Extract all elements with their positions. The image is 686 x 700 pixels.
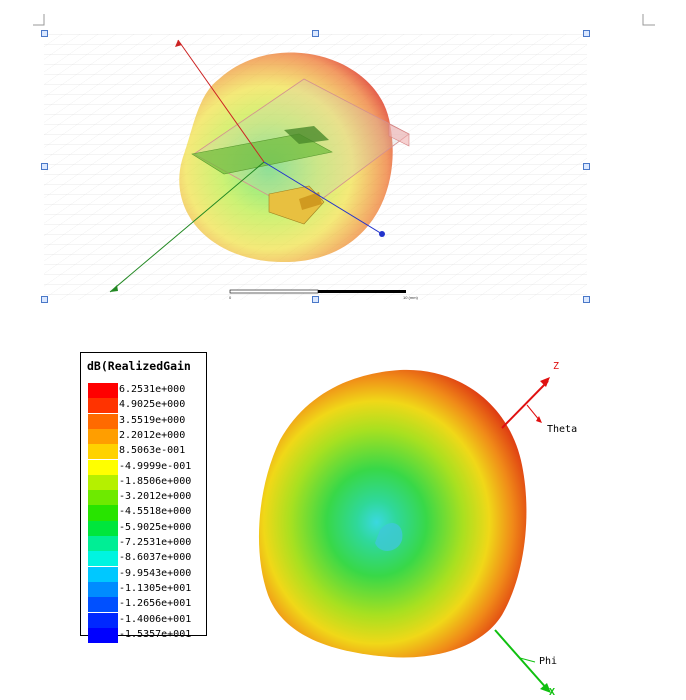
legend-value: -1.4006e+001 — [119, 613, 192, 625]
legend-value: 3.5519e+000 — [119, 414, 186, 426]
legend-swatch — [88, 612, 118, 628]
pattern-surface — [258, 369, 527, 658]
legend-value: -9.9543e+000 — [119, 567, 192, 579]
legend-value: 8.5063e-001 — [119, 445, 186, 457]
y-axis-line — [109, 161, 265, 293]
pattern-x-label: X — [549, 687, 556, 698]
scale-end-label: 10 (mm) — [403, 295, 418, 300]
crop-mark-left — [33, 14, 45, 26]
legend-swatch — [88, 505, 118, 521]
resize-handle-bottom-center[interactable] — [312, 296, 319, 303]
resize-handle-bottom-right[interactable] — [583, 296, 590, 303]
hfss-3d-model-image[interactable]: 0 10 (mm) — [44, 34, 587, 300]
antenna-element — [284, 126, 329, 144]
legend-value: -1.8506e+000 — [119, 475, 192, 487]
scale-bar-white — [229, 289, 319, 294]
legend-value: -1.2656e+001 — [119, 598, 192, 610]
legend-swatch — [88, 459, 118, 475]
legend-swatch — [88, 536, 118, 552]
antenna-board — [191, 133, 333, 175]
resize-handle-top-left[interactable] — [41, 30, 48, 37]
legend-title: dB(RealizedGain — [87, 359, 191, 373]
legend-swatch — [88, 383, 118, 399]
legend-value: 2.2012e+000 — [119, 429, 186, 441]
legend-swatch — [88, 474, 118, 490]
legend-value: -3.2012e+000 — [119, 491, 192, 503]
legend-value: -1.1305e+001 — [119, 582, 192, 594]
legend-swatch — [88, 581, 118, 598]
x-axis-line — [263, 161, 383, 235]
legend-value: 6.2531e+000 — [119, 384, 186, 395]
feed-connector — [299, 192, 322, 210]
scale-start-label: 0 — [229, 295, 232, 300]
phi-line — [519, 657, 536, 663]
legend-value: 4.9025e+000 — [119, 399, 186, 411]
legend-swatch — [88, 566, 118, 582]
crop-mark-right — [642, 14, 655, 26]
resize-handle-top-right[interactable] — [583, 30, 590, 37]
z-axis-line — [177, 39, 265, 163]
pattern-z-axis — [501, 380, 549, 429]
gain-legend: dB(RealizedGain 6.2531e+000 4.9025e+000 3.… — [80, 352, 207, 643]
legend-swatch — [88, 551, 118, 567]
legend-swatch — [88, 490, 118, 506]
z-axis-arrow — [175, 40, 182, 47]
legend-value: -5.9025e+000 — [119, 521, 192, 533]
theta-arrow — [536, 416, 542, 423]
radiation-pattern-3d — [258, 369, 551, 693]
model-view — [44, 34, 587, 300]
box-edge — [388, 123, 410, 147]
legend-swatch — [88, 413, 118, 429]
legend-value: -1.5357e+001 — [119, 628, 192, 640]
resize-handle-middle-right[interactable] — [583, 163, 590, 170]
resize-handle-bottom-left[interactable] — [41, 296, 48, 303]
legend-swatch — [88, 444, 118, 460]
resize-handle-top-center[interactable] — [312, 30, 319, 37]
legend-value: -4.5518e+000 — [119, 506, 192, 518]
legend-value: -4.9999e-001 — [119, 460, 192, 472]
pattern-z-label: Z — [553, 361, 560, 372]
y-axis-arrow — [110, 285, 118, 292]
pattern-x-arrow — [540, 683, 551, 693]
resize-handle-middle-left[interactable] — [41, 163, 48, 170]
pattern-null — [375, 522, 403, 551]
legend-swatch — [88, 398, 118, 414]
legend-swatch — [88, 597, 118, 613]
pattern-x-axis — [494, 629, 549, 691]
phi-label: Phi — [539, 656, 558, 667]
legend-value: -8.6037e+000 — [119, 552, 192, 564]
pattern-z-arrow — [540, 377, 550, 387]
theta-label: Theta — [547, 424, 578, 435]
legend-swatch — [88, 520, 118, 536]
x-axis-dot — [379, 231, 385, 237]
legend-value: -7.2531e+000 — [119, 537, 192, 548]
legend-swatch — [88, 627, 118, 643]
scale-bar-black — [318, 290, 406, 293]
legend-swatch — [88, 428, 118, 445]
